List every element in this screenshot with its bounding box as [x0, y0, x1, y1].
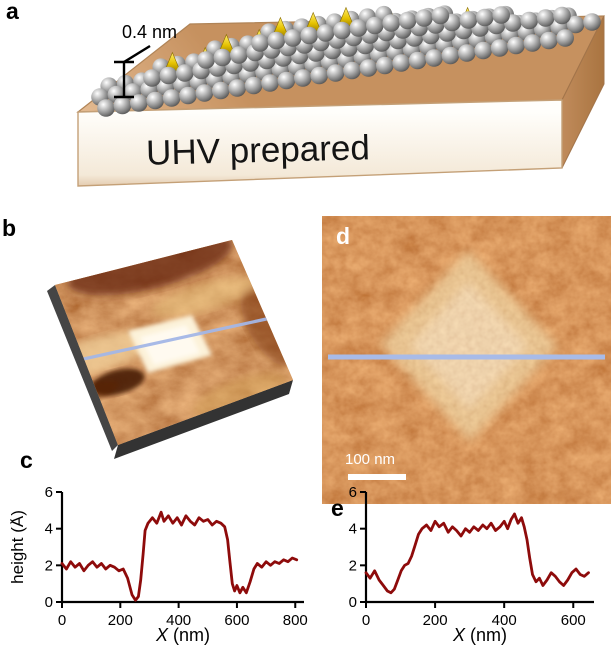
svg-text:600: 600	[224, 612, 249, 629]
panel-letter-c: c	[20, 447, 33, 473]
height-annotation-label: 0.4 nm	[122, 22, 178, 42]
svg-text:4: 4	[45, 521, 53, 538]
svg-text:400: 400	[492, 612, 517, 629]
scale-bar-label: 100 nm	[345, 451, 396, 468]
panel-a-illustration	[76, 5, 605, 187]
svg-text:0: 0	[362, 612, 370, 629]
svg-text:height (Å): height (Å)	[10, 510, 27, 584]
svg-text:2: 2	[349, 557, 357, 574]
height-annotation-lines	[114, 44, 151, 99]
svg-text:800: 800	[283, 612, 308, 629]
svg-text:600: 600	[561, 612, 586, 629]
profile-chart-c: 0 200 400 600 800 0 2 4 6 X (nm) height (Å)	[10, 484, 308, 645]
profile-chart-e: 0 200 400 600 0 2 4 6 X (nm)	[349, 484, 594, 645]
svg-text:6: 6	[349, 484, 357, 501]
slab-front-face	[77, 99, 563, 187]
panel-letter-b: b	[2, 215, 17, 241]
svg-text:200: 200	[108, 612, 133, 629]
afm-base-edge-left	[47, 285, 118, 451]
svg-text:4: 4	[349, 521, 357, 538]
svg-text:0: 0	[45, 594, 53, 611]
svg-text:2: 2	[45, 557, 53, 574]
afm-base-edge-bottom	[114, 380, 293, 459]
svg-text:0: 0	[58, 612, 66, 629]
panel-letter-a: a	[6, 0, 19, 24]
atom-spheres	[91, 5, 601, 117]
panel-d-stm-image	[322, 216, 611, 504]
panel-letter-e: e	[331, 495, 344, 521]
svg-text:400: 400	[166, 612, 191, 629]
svg-text:X (nm): X (nm)	[155, 625, 210, 645]
scale-bar	[348, 474, 406, 480]
profile-line-b	[55, 314, 281, 367]
svg-text:6: 6	[45, 484, 53, 501]
panel-b-afm-image	[47, 240, 293, 459]
svg-text:200: 200	[423, 612, 448, 629]
svg-text:0: 0	[349, 594, 357, 611]
panel-letter-d: d	[336, 223, 351, 249]
substrate-label: UHV prepared	[145, 128, 371, 173]
svg-text:X (nm): X (nm)	[452, 625, 507, 645]
afm-3d-surface	[55, 240, 293, 445]
